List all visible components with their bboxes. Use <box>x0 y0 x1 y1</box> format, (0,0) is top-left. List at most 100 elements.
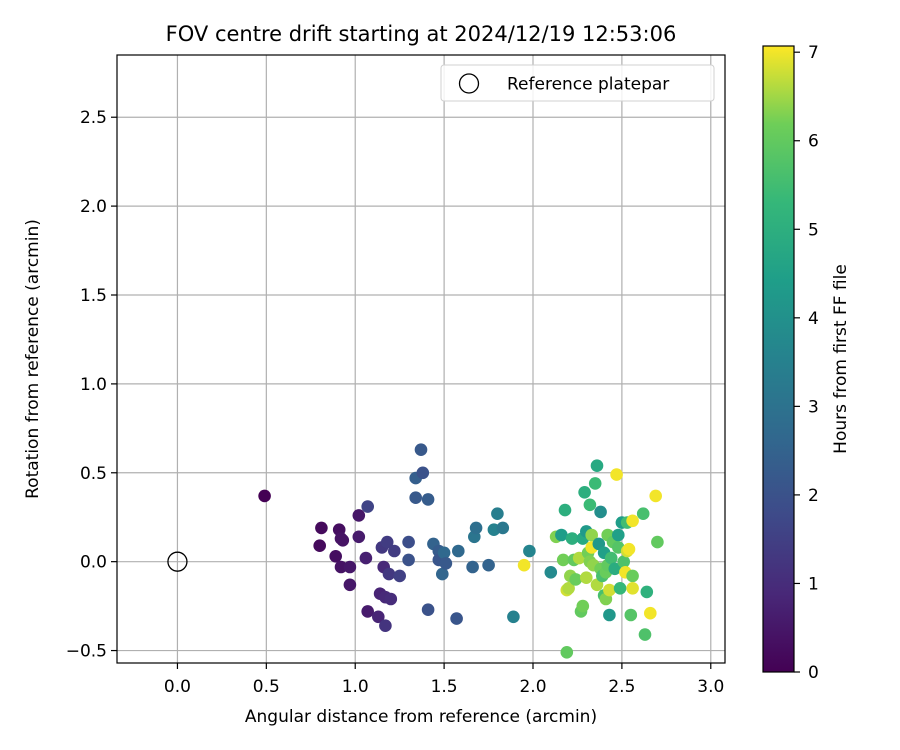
data-point <box>414 443 428 457</box>
data-point <box>258 489 271 503</box>
data-point <box>651 535 664 549</box>
legend-open-circle-marker <box>458 73 480 94</box>
colorbar-tick-label: 7 <box>808 43 819 63</box>
data-point <box>523 544 536 558</box>
colorbar-label: Hours from first FF file <box>831 264 851 454</box>
data-point <box>409 491 423 505</box>
data-point <box>352 509 366 522</box>
data-points <box>167 443 664 659</box>
data-point <box>604 551 618 565</box>
y-tick-label: 2.0 <box>80 197 107 217</box>
colorbar: 0 1 2 3 4 5 6 7 Hours from first FF file <box>762 43 851 683</box>
data-point <box>617 555 630 568</box>
data-point <box>469 521 483 535</box>
data-point <box>603 583 616 597</box>
legend-box <box>440 64 715 102</box>
grid <box>117 55 725 663</box>
x-tick-label: 1.0 <box>342 677 369 697</box>
x-tick-label: 0.0 <box>164 677 191 697</box>
data-point <box>452 544 465 558</box>
colorbar-tick-label: 6 <box>808 132 819 152</box>
data-point <box>315 521 328 535</box>
data-point <box>450 612 463 625</box>
data-point <box>359 551 373 565</box>
data-point <box>544 566 558 579</box>
data-point <box>393 569 407 583</box>
legend-label: Reference platepar <box>507 75 669 95</box>
data-point <box>638 628 652 641</box>
data-point <box>436 567 449 581</box>
x-tick-label: 3.0 <box>697 677 724 697</box>
data-point <box>402 535 415 549</box>
data-point <box>565 532 579 545</box>
data-point <box>556 553 570 567</box>
colorbar-tick-label: 0 <box>808 663 819 683</box>
data-point <box>491 507 504 520</box>
legend: Reference platepar <box>440 64 715 102</box>
colorbar-gradient <box>762 45 795 673</box>
data-point <box>517 558 531 572</box>
data-point <box>372 610 385 624</box>
y-tick-label: 2.5 <box>80 108 107 128</box>
data-point <box>585 528 598 542</box>
data-point <box>594 505 607 519</box>
data-point <box>576 599 590 613</box>
colorbar-tick-label: 4 <box>808 309 819 329</box>
data-point <box>612 528 625 542</box>
data-point <box>624 608 638 622</box>
data-point <box>384 592 398 606</box>
data-point <box>610 468 623 481</box>
plot-frame <box>116 54 726 664</box>
data-point <box>649 489 662 503</box>
data-point <box>558 503 572 517</box>
data-point <box>421 493 435 506</box>
data-point <box>578 486 591 499</box>
data-point <box>613 582 627 595</box>
data-point <box>588 477 602 490</box>
colorbar-ticks: 0 1 2 3 4 5 6 7 <box>794 43 819 683</box>
data-point <box>626 582 639 595</box>
data-point <box>636 507 650 520</box>
colorbar-tick-label: 2 <box>808 486 819 506</box>
data-point <box>313 539 327 552</box>
x-tick-label: 2.0 <box>519 677 546 697</box>
data-point <box>334 560 348 574</box>
data-point <box>439 557 453 570</box>
y-axis-label: Rotation from reference (arcmin) <box>23 219 43 499</box>
data-point <box>437 546 451 560</box>
data-point <box>560 646 574 659</box>
data-point <box>421 603 435 616</box>
data-point <box>343 560 357 574</box>
data-point <box>640 585 654 599</box>
data-point <box>555 528 568 542</box>
data-point <box>626 569 639 583</box>
data-point <box>590 459 604 473</box>
colorbar-tick-label: 3 <box>808 397 819 417</box>
data-point <box>507 610 520 624</box>
y-tick-label: 1.0 <box>80 375 107 395</box>
data-point <box>608 562 622 576</box>
y-tick-label: 0.5 <box>80 464 107 484</box>
data-point <box>379 619 392 632</box>
x-tick-label: 2.5 <box>608 677 635 697</box>
data-point <box>380 535 394 549</box>
data-point <box>329 550 343 563</box>
x-tick-label: 0.5 <box>253 677 280 697</box>
data-point <box>361 605 375 618</box>
data-point <box>569 573 582 586</box>
y-tick-label: 0.0 <box>80 553 107 573</box>
data-point <box>562 582 575 595</box>
data-point <box>343 578 357 592</box>
data-point <box>603 608 616 622</box>
data-point <box>583 498 597 512</box>
data-point <box>416 466 430 480</box>
data-point <box>466 560 479 574</box>
colorbar-tick-label: 1 <box>808 574 819 594</box>
data-point <box>626 514 639 528</box>
data-point <box>382 567 396 581</box>
y-tick-label: −0.5 <box>66 642 107 662</box>
chart-title: FOV centre drift starting at 2024/12/19 … <box>166 22 677 46</box>
data-point <box>336 534 350 547</box>
reference-platepar-marker <box>167 551 188 572</box>
